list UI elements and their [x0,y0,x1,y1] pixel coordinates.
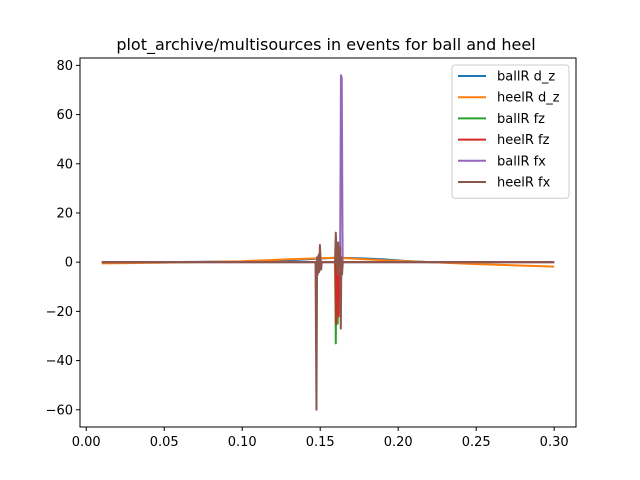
series-line-heelr-fx [101,231,555,411]
legend-label: heelR fx [497,176,551,191]
y-axis: −60 −40 −20 0 20 40 60 80 [46,59,80,418]
legend-label: ballR fz [497,112,545,127]
x-tick-label: 0.05 [150,435,179,450]
x-tick-label: 0.10 [228,435,257,450]
legend-label: heelR d_z [497,91,560,106]
plot-area-frame [79,57,577,428]
series-line-heelr-fz [101,241,555,325]
x-tick-label: 0.25 [462,435,491,450]
y-tick-label: −40 [46,354,73,369]
legend-box [451,64,570,199]
chart-title: plot_archive/multisources in events for … [116,35,535,55]
y-tick-label: 60 [56,108,73,123]
y-tick-label: 40 [56,157,73,172]
x-tick-label: 0.30 [540,435,569,450]
series-layer [101,74,555,411]
legend-label: heelR fz [497,133,550,148]
y-tick-label: 80 [56,59,73,74]
legend-label: ballR d_z [497,70,555,85]
y-tick-label: 0 [65,256,73,271]
legend-label: ballR fx [497,154,546,169]
y-tick-label: 20 [56,206,73,221]
y-tick-label: −60 [46,403,73,418]
x-tick-label: 0.20 [384,435,413,450]
x-axis: 0.00 0.05 0.10 0.15 0.20 0.25 0.30 [72,427,569,450]
y-tick-label: −20 [46,305,73,320]
legend: ballR d_z heelR d_z ballR fz heelR fz ballR … [451,64,570,199]
x-tick-label: 0.00 [72,435,101,450]
x-tick-label: 0.15 [306,435,335,450]
